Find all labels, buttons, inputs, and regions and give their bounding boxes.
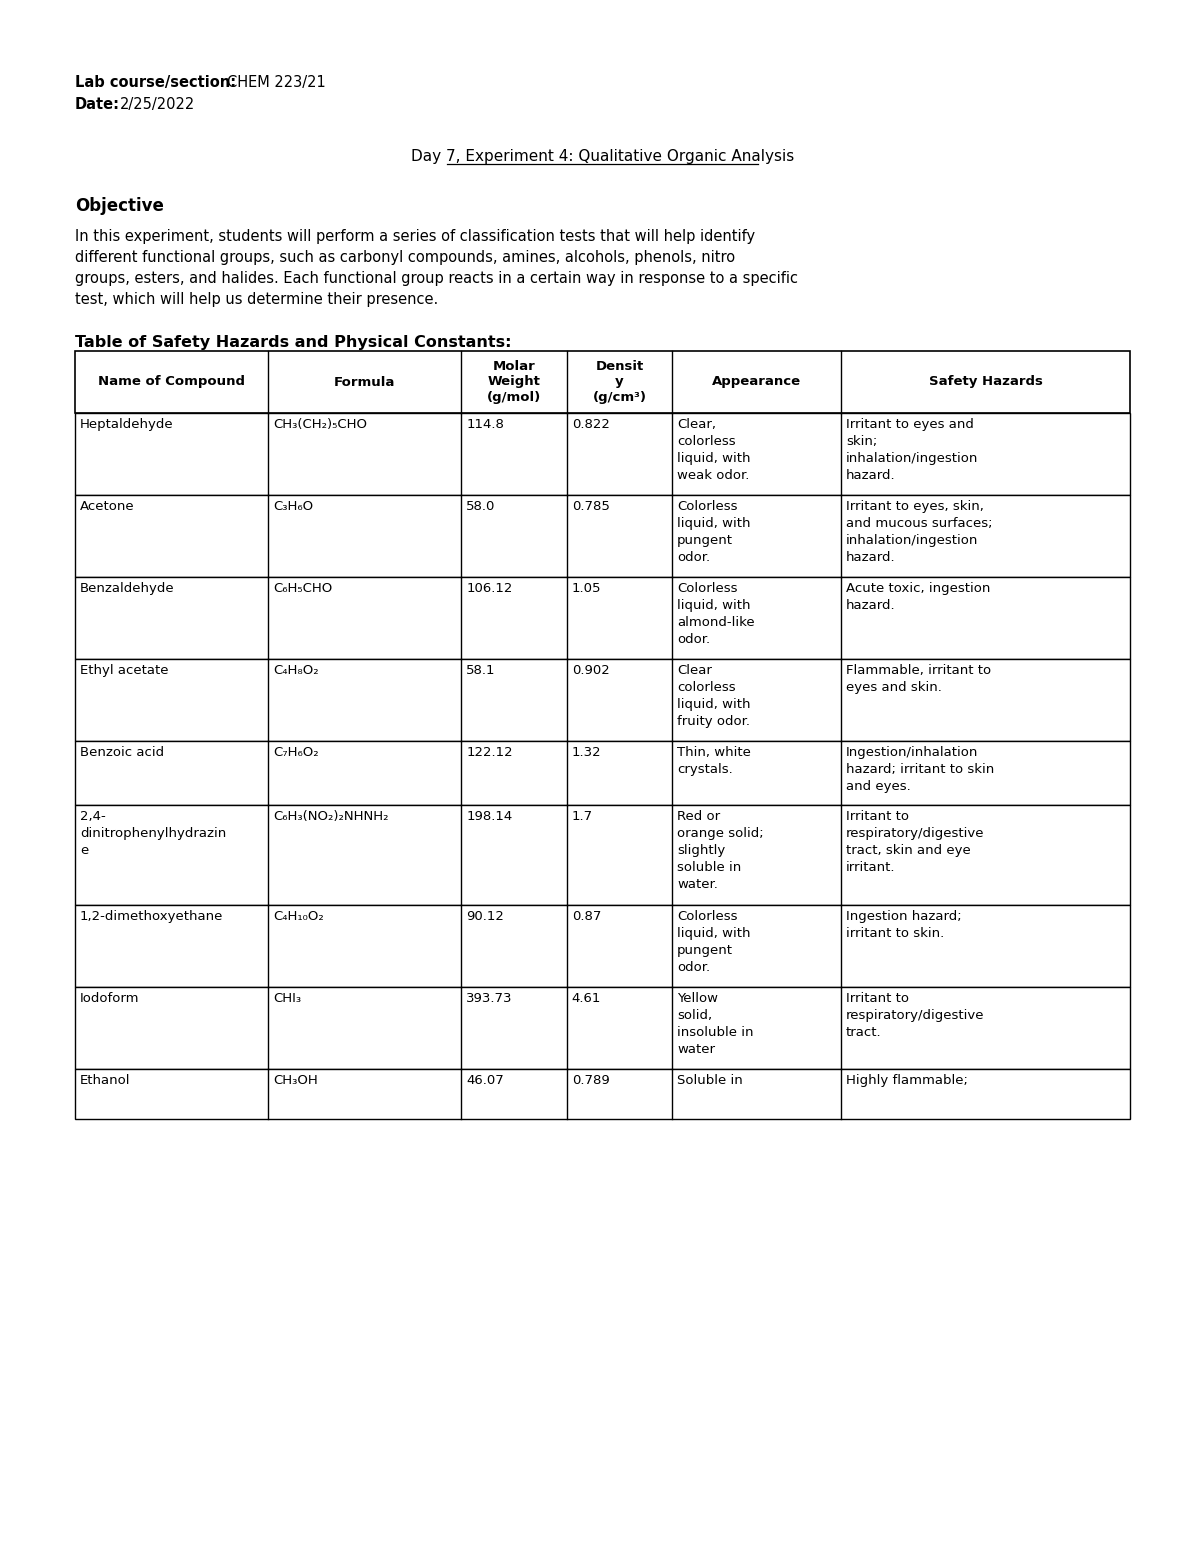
Text: C₄H₁₀O₂: C₄H₁₀O₂: [274, 910, 324, 922]
Bar: [74, 495, 1130, 578]
Text: Date:: Date:: [74, 96, 120, 112]
Text: Benzoic acid: Benzoic acid: [80, 745, 164, 759]
Text: 106.12: 106.12: [466, 582, 512, 595]
Bar: [74, 351, 1130, 413]
Text: 0.902: 0.902: [571, 665, 610, 677]
Bar: [74, 1068, 1130, 1120]
Text: different functional groups, such as carbonyl compounds, amines, alcohols, pheno: different functional groups, such as car…: [74, 250, 736, 266]
Text: Acetone: Acetone: [80, 500, 134, 512]
Text: 0.822: 0.822: [571, 418, 610, 432]
Text: Irritant to
respiratory/digestive
tract.: Irritant to respiratory/digestive tract.: [846, 992, 984, 1039]
Text: 4.61: 4.61: [571, 992, 601, 1005]
Text: CHEM 223/21: CHEM 223/21: [227, 75, 325, 90]
Text: Colorless
liquid, with
pungent
odor.: Colorless liquid, with pungent odor.: [677, 910, 751, 974]
Text: Ethyl acetate: Ethyl acetate: [80, 665, 168, 677]
Text: Ethanol: Ethanol: [80, 1075, 131, 1087]
Text: Soluble in: Soluble in: [677, 1075, 743, 1087]
Text: CH₃OH: CH₃OH: [274, 1075, 318, 1087]
Bar: [74, 988, 1130, 1068]
Text: Red or
orange solid;
slightly
soluble in
water.: Red or orange solid; slightly soluble in…: [677, 811, 763, 891]
Bar: [74, 413, 1130, 495]
Text: groups, esters, and halides. Each functional group reacts in a certain way in re: groups, esters, and halides. Each functi…: [74, 272, 798, 286]
Text: Thin, white
crystals.: Thin, white crystals.: [677, 745, 751, 776]
Text: Objective: Objective: [74, 197, 164, 214]
Text: Iodoform: Iodoform: [80, 992, 139, 1005]
Text: Ingestion hazard;
irritant to skin.: Ingestion hazard; irritant to skin.: [846, 910, 961, 940]
Text: Benzaldehyde: Benzaldehyde: [80, 582, 175, 595]
Text: Table of Safety Hazards and Physical Constants:: Table of Safety Hazards and Physical Con…: [74, 335, 511, 349]
Bar: [74, 741, 1130, 804]
Text: 393.73: 393.73: [466, 992, 512, 1005]
Text: Molar
Weight
(g/mol): Molar Weight (g/mol): [487, 359, 541, 404]
Text: 2,4-
dinitrophenylhydrazin
e: 2,4- dinitrophenylhydrazin e: [80, 811, 227, 857]
Bar: [74, 578, 1130, 658]
Text: In this experiment, students will perform a series of classification tests that : In this experiment, students will perfor…: [74, 228, 755, 244]
Text: 0.785: 0.785: [571, 500, 610, 512]
Text: C₆H₅CHO: C₆H₅CHO: [274, 582, 332, 595]
Text: 1,2-dimethoxyethane: 1,2-dimethoxyethane: [80, 910, 223, 922]
Text: Highly flammable;: Highly flammable;: [846, 1075, 968, 1087]
Text: Safety Hazards: Safety Hazards: [929, 376, 1043, 388]
Text: 1.05: 1.05: [571, 582, 601, 595]
Text: Appearance: Appearance: [712, 376, 802, 388]
Text: 1.7: 1.7: [571, 811, 593, 823]
Text: Clear,
colorless
liquid, with
weak odor.: Clear, colorless liquid, with weak odor.: [677, 418, 751, 481]
Text: Flammable, irritant to
eyes and skin.: Flammable, irritant to eyes and skin.: [846, 665, 991, 694]
Text: Formula: Formula: [334, 376, 395, 388]
Text: Name of Compound: Name of Compound: [98, 376, 245, 388]
Text: Clear
colorless
liquid, with
fruity odor.: Clear colorless liquid, with fruity odor…: [677, 665, 751, 728]
Text: Acute toxic, ingestion
hazard.: Acute toxic, ingestion hazard.: [846, 582, 990, 612]
Text: CH₃(CH₂)₅CHO: CH₃(CH₂)₅CHO: [274, 418, 367, 432]
Text: C₃H₆O: C₃H₆O: [274, 500, 313, 512]
Text: 122.12: 122.12: [466, 745, 512, 759]
Text: C₆H₃(NO₂)₂NHNH₂: C₆H₃(NO₂)₂NHNH₂: [274, 811, 389, 823]
Text: 114.8: 114.8: [466, 418, 504, 432]
Text: C₄H₈O₂: C₄H₈O₂: [274, 665, 319, 677]
Text: 46.07: 46.07: [466, 1075, 504, 1087]
Text: Lab course/section:: Lab course/section:: [74, 75, 236, 90]
Text: Irritant to eyes and
skin;
inhalation/ingestion
hazard.: Irritant to eyes and skin; inhalation/in…: [846, 418, 978, 481]
Text: Day 7, Experiment 4: Qualitative Organic Analysis: Day 7, Experiment 4: Qualitative Organic…: [410, 149, 794, 165]
Text: Densit
y
(g/cm³): Densit y (g/cm³): [593, 359, 647, 404]
Text: 0.789: 0.789: [571, 1075, 610, 1087]
Text: 0.87: 0.87: [571, 910, 601, 922]
Text: 58.1: 58.1: [466, 665, 496, 677]
Text: Ingestion/inhalation
hazard; irritant to skin
and eyes.: Ingestion/inhalation hazard; irritant to…: [846, 745, 995, 794]
Text: 198.14: 198.14: [466, 811, 512, 823]
Text: 58.0: 58.0: [466, 500, 496, 512]
Text: Colorless
liquid, with
pungent
odor.: Colorless liquid, with pungent odor.: [677, 500, 751, 564]
Bar: [74, 905, 1130, 988]
Text: 1.32: 1.32: [571, 745, 601, 759]
Text: Colorless
liquid, with
almond-like
odor.: Colorless liquid, with almond-like odor.: [677, 582, 755, 646]
Text: test, which will help us determine their presence.: test, which will help us determine their…: [74, 292, 438, 307]
Text: Heptaldehyde: Heptaldehyde: [80, 418, 174, 432]
Text: 90.12: 90.12: [466, 910, 504, 922]
Text: CHI₃: CHI₃: [274, 992, 301, 1005]
Text: Irritant to
respiratory/digestive
tract, skin and eye
irritant.: Irritant to respiratory/digestive tract,…: [846, 811, 984, 874]
Bar: [74, 804, 1130, 905]
Text: Irritant to eyes, skin,
and mucous surfaces;
inhalation/ingestion
hazard.: Irritant to eyes, skin, and mucous surfa…: [846, 500, 992, 564]
Text: C₇H₆O₂: C₇H₆O₂: [274, 745, 319, 759]
Text: 2/25/2022: 2/25/2022: [120, 96, 196, 112]
Text: Yellow
solid,
insoluble in
water: Yellow solid, insoluble in water: [677, 992, 754, 1056]
Bar: [74, 658, 1130, 741]
